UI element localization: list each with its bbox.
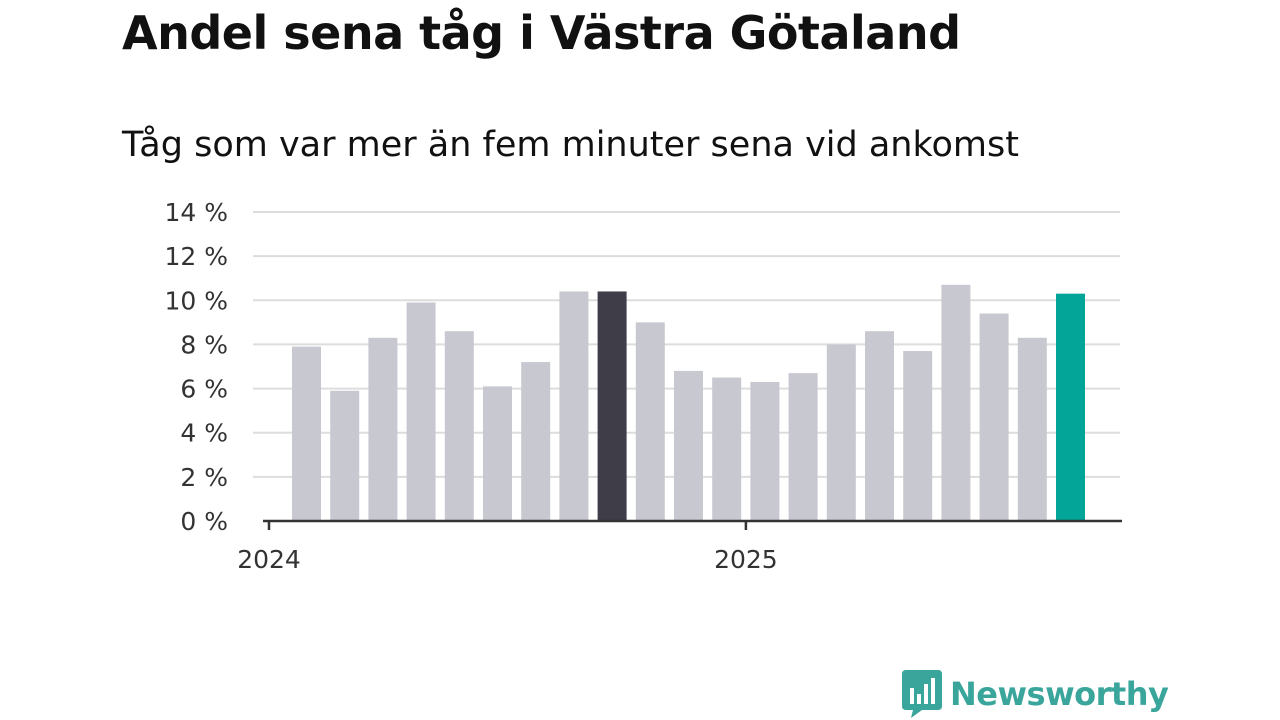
chart-subtitle: Tåg som var mer än fem minuter sena vid … xyxy=(122,125,1019,165)
bar xyxy=(903,351,933,521)
x-tick-label: 2025 xyxy=(714,545,778,574)
bar xyxy=(483,386,512,521)
newsworthy-logo-icon xyxy=(902,670,942,718)
y-tick-label: 6 % xyxy=(180,375,228,404)
bar xyxy=(521,362,551,521)
y-tick-label: 8 % xyxy=(180,330,228,359)
bar xyxy=(674,370,703,521)
bar xyxy=(330,390,360,521)
bar xyxy=(979,313,1009,521)
x-axis-ticks: 2024 2025 xyxy=(237,521,778,574)
bar xyxy=(712,377,742,521)
bar xyxy=(635,322,665,521)
bar xyxy=(444,331,474,521)
bar xyxy=(597,291,627,521)
bar xyxy=(368,337,398,521)
y-tick-label: 0 % xyxy=(180,507,228,536)
chart-title: Andel sena tåg i Västra Götaland xyxy=(122,6,961,60)
y-tick-label: 2 % xyxy=(180,463,228,492)
bar xyxy=(292,346,321,521)
x-tick-label: 2024 xyxy=(237,545,301,574)
bar xyxy=(750,381,780,521)
y-axis-ticks: 0 % 2 % 4 % 6 % 8 % 10 % 12 % 14 % xyxy=(164,198,228,536)
bar xyxy=(1056,293,1085,521)
bar xyxy=(788,373,818,521)
y-tick-label: 12 % xyxy=(164,242,228,271)
y-tick-label: 4 % xyxy=(180,419,228,448)
y-tick-label: 10 % xyxy=(164,286,228,315)
bar xyxy=(941,284,971,521)
bar xyxy=(559,291,589,521)
y-tick-label: 14 % xyxy=(164,198,228,227)
bar xyxy=(865,331,894,521)
bar xyxy=(826,344,856,521)
bar xyxy=(406,302,436,521)
newsworthy-logo: Newsworthy xyxy=(902,670,1169,718)
bar xyxy=(1017,337,1047,521)
bars xyxy=(292,284,1085,521)
newsworthy-logo-text: Newsworthy xyxy=(950,675,1169,713)
